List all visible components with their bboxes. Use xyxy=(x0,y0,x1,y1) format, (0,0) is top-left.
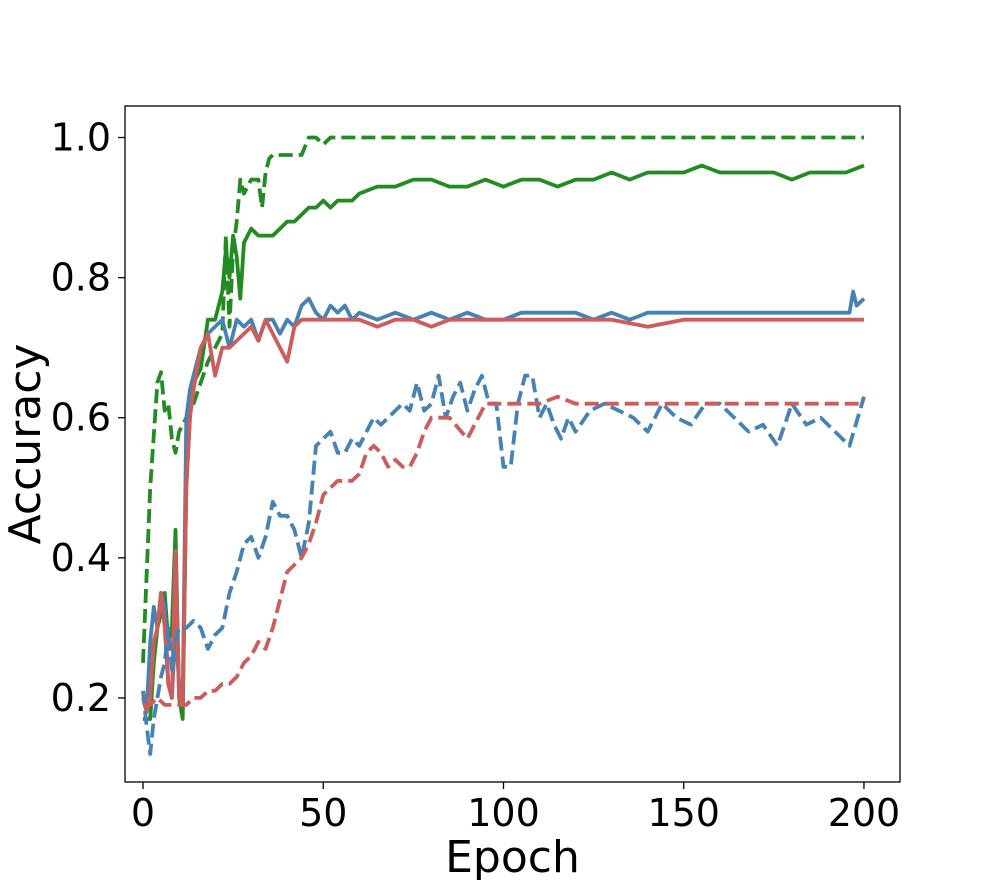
x-tick-label: 200 xyxy=(828,791,901,835)
series-line-5 xyxy=(141,373,866,756)
y-axis-title: Accuracy xyxy=(0,344,51,545)
y-tick-label: 0.8 xyxy=(51,256,111,300)
series-line-4 xyxy=(141,317,864,714)
x-tick-label: 0 xyxy=(131,791,155,835)
x-tick-label: 100 xyxy=(467,791,540,835)
y-tick-label: 0.4 xyxy=(51,536,111,580)
series-line-3 xyxy=(141,289,866,714)
y-tick-label: 0.6 xyxy=(51,396,111,440)
series-line-1 xyxy=(141,135,864,663)
x-tick-label: 50 xyxy=(299,791,347,835)
x-tick-label: 150 xyxy=(647,791,720,835)
plot-frame xyxy=(124,105,901,783)
x-axis-title: Epoch xyxy=(445,832,580,880)
series-layer xyxy=(141,135,866,756)
series-line-2 xyxy=(143,163,865,721)
y-tick-label: 1.0 xyxy=(51,116,111,160)
y-tick-label: 0.2 xyxy=(51,676,111,720)
series-line-6 xyxy=(143,394,864,707)
ticks-layer: 0 50 100 150 200 0.2 0.4 0.6 0.8 1.0 xyxy=(51,116,901,835)
